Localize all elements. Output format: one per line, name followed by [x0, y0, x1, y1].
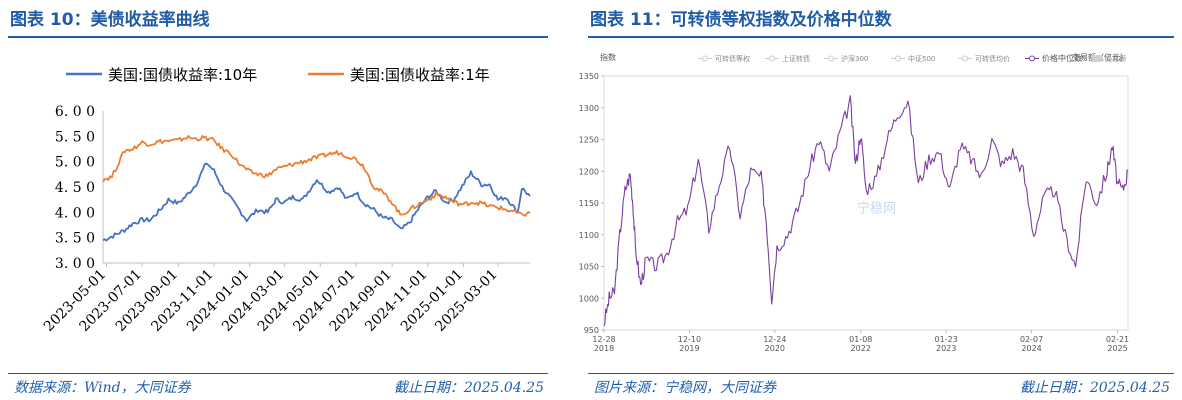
y-axis-label: 指数 — [600, 52, 616, 62]
x-tick-label: 2022 — [851, 344, 871, 353]
legend-label: 交易额 — [1105, 54, 1126, 63]
y-tick-label: 1250 — [579, 136, 599, 145]
legend-marker — [962, 55, 968, 62]
y-tick-label: 1300 — [579, 104, 599, 113]
x-tick-label: 2019 — [679, 344, 699, 353]
y-tick-label: 3. 0 0 — [55, 256, 95, 272]
x-tick-label: 12-24 — [763, 335, 786, 344]
series-line — [102, 134, 531, 217]
x-tick-label: 02-07 — [1020, 335, 1043, 344]
legend-label: 美国:国债收益率:10年 — [108, 66, 257, 84]
legend-marker — [1029, 55, 1035, 62]
legend-marker — [769, 55, 775, 62]
right-figure-title: 图表 11：可转债等权指数及价格中位数 — [590, 10, 892, 30]
convertible-bond-chart: 指数交易额（亿元）可转债等权上证转债沪深300中证500可转债均价价格中位数交易… — [579, 52, 1130, 353]
x-tick-label: 02-21 — [1106, 335, 1129, 344]
legend-marker — [702, 55, 708, 62]
y-tick-label: 4. 5 0 — [55, 180, 95, 196]
legend-label: 上证转债 — [782, 54, 810, 63]
x-tick-label: 01-23 — [935, 335, 958, 344]
left-figure-title: 图表 10：美债收益率曲线 — [10, 10, 210, 30]
legend-label: 可转债等权 — [715, 54, 750, 63]
y-tick-label: 950 — [584, 326, 599, 335]
y-tick-label: 6. 0 0 — [55, 104, 95, 120]
y-tick-label: 1100 — [579, 231, 599, 240]
left-source-note: 数据来源：Wind，大同证券 — [14, 380, 191, 396]
legend-label: 可转债均价 — [975, 54, 1010, 63]
y-tick-label: 4. 0 0 — [55, 205, 95, 221]
right-panel: 图表 11：可转债等权指数及价格中位数 指数交易额（亿元）可转债等权上证转债沪深… — [579, 0, 1182, 400]
right-source-note: 图片来源：宁稳网，大同证券 — [594, 380, 776, 396]
legend-label: 中证500 — [908, 54, 935, 63]
left-title-rule — [8, 36, 548, 38]
x-tick-label: 2020 — [765, 344, 785, 353]
series-line — [102, 162, 531, 242]
y-tick-label: 5. 5 0 — [55, 129, 95, 145]
y-tick-label: 1350 — [579, 72, 599, 81]
x-tick-label: 12-10 — [678, 335, 701, 344]
left-cutoff-date: 截止日期：2025.04.25 — [393, 380, 544, 396]
x-tick-label: 2024 — [1021, 344, 1041, 353]
y-tick-label: 1000 — [579, 294, 599, 303]
y-tick-label: 3. 5 0 — [55, 231, 95, 247]
left-footer-rule — [8, 373, 548, 374]
series-line — [603, 95, 1129, 327]
x-tick-label: 01-08 — [849, 335, 872, 344]
watermark-text: 宁稳网 — [857, 201, 896, 217]
right-title-rule — [588, 36, 1174, 38]
legend-marker — [895, 55, 901, 62]
right-footer-rule — [588, 373, 1174, 374]
right-cutoff-date: 截止日期：2025.04.25 — [1019, 380, 1170, 396]
y-tick-label: 5. 0 0 — [55, 155, 95, 171]
treasury-yield-chart: 美国:国债收益率:10年 美国:国债收益率:1年 3. 0 0 3. 5 0 4. 0 … — [41, 66, 531, 335]
legend-swatch — [1092, 55, 1102, 62]
x-tick-label: 12-28 — [592, 335, 615, 344]
x-tick-label: 2023 — [936, 344, 956, 353]
y-tick-label: 1150 — [579, 199, 599, 208]
left-panel: 图表 10：美债收益率曲线 美国:国债收益率:10年 美国:国债收益率:1年 3. … — [0, 0, 556, 400]
legend-label: 沪深300 — [841, 54, 868, 63]
y-tick-label: 1050 — [579, 263, 599, 272]
legend-label: 美国:国债收益率:1年 — [350, 66, 490, 84]
legend-label: 价格中位数 — [1042, 53, 1082, 63]
x-tick-label: 2025 — [1107, 344, 1127, 353]
y-tick-label: 1200 — [579, 167, 599, 176]
legend-marker — [828, 55, 834, 62]
x-tick-label: 2018 — [594, 344, 614, 353]
